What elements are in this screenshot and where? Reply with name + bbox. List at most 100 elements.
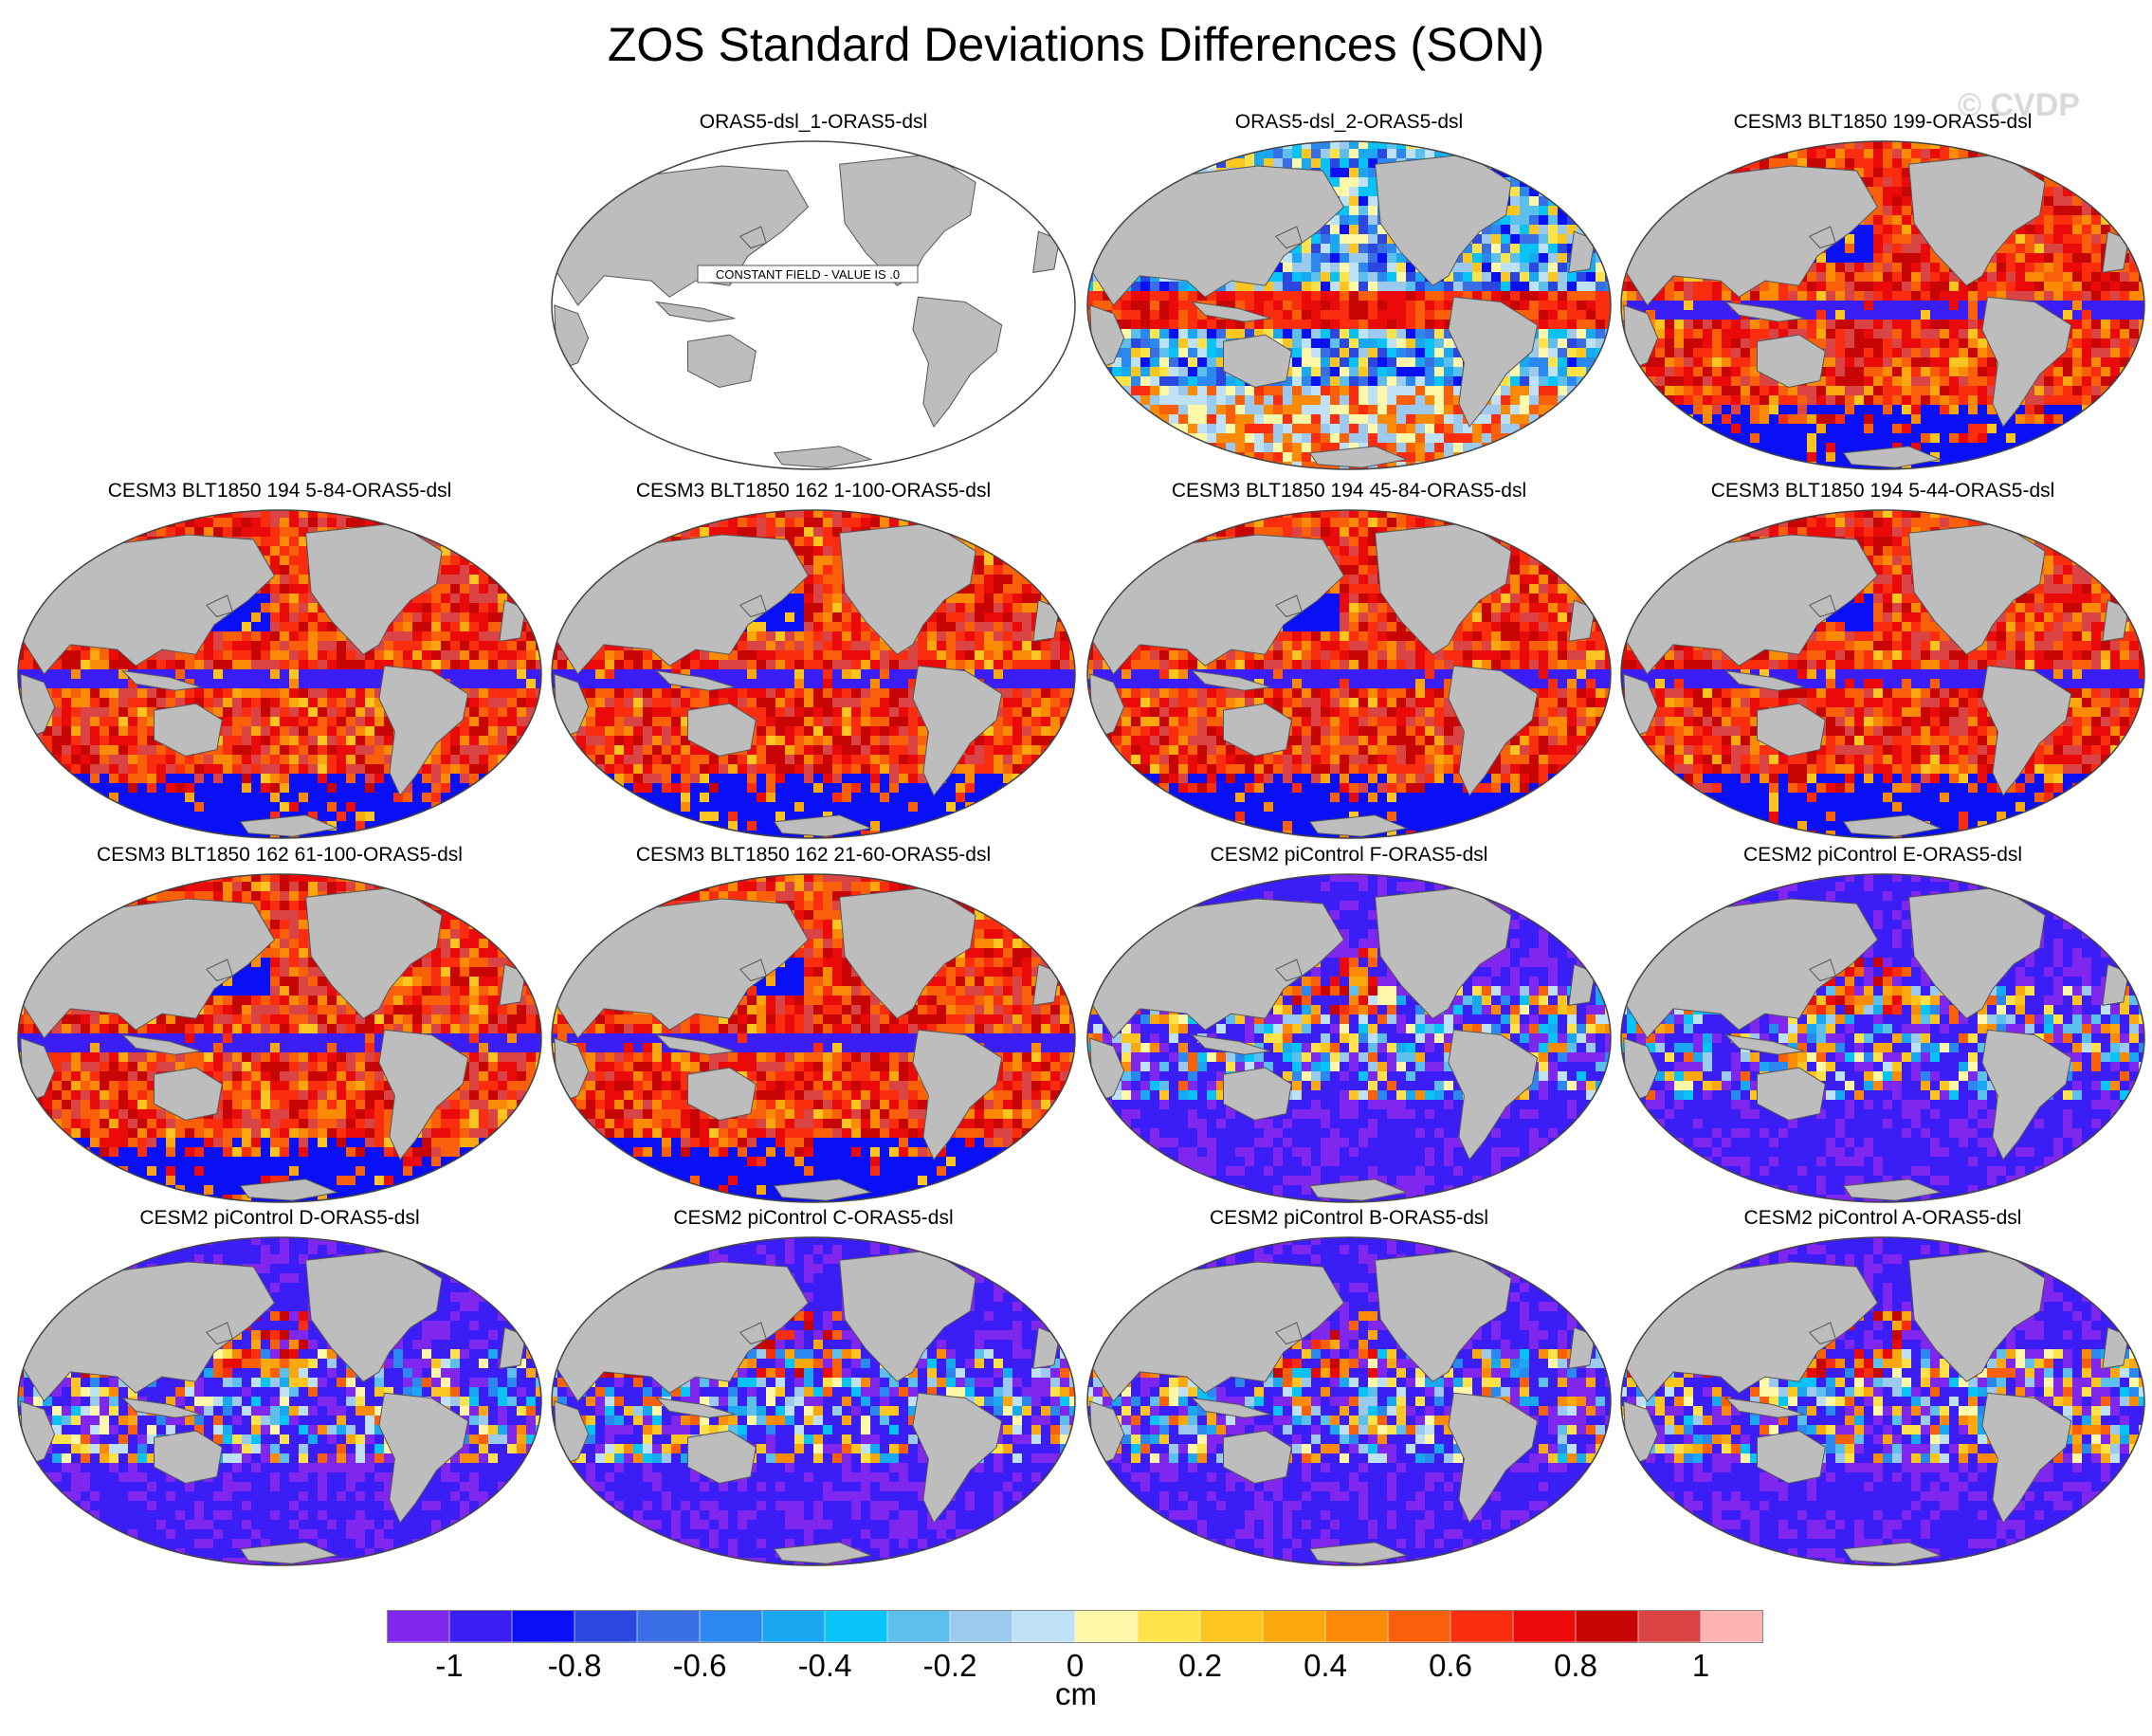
colorbar-tick-label: 0	[1028, 1648, 1122, 1684]
panel-title: ORAS5-dsl_1-ORAS5-dsl	[529, 111, 1098, 134]
south-america-landmass	[1981, 665, 2072, 796]
japan-landmass	[1808, 594, 1836, 618]
panel-title: CESM2 piControl F-ORAS5-dsl	[1065, 844, 1633, 867]
asia-landmass	[1626, 534, 1879, 675]
map-panel: CESM3 BLT1850 194 5-44-ORAS5-dsl	[1617, 480, 2148, 840]
indonesia-landmass	[654, 1397, 736, 1418]
map-projection	[1620, 1236, 2145, 1566]
japan-landmass	[739, 594, 767, 618]
australia-landmass	[1757, 703, 1826, 758]
asia-landmass	[1626, 898, 1879, 1039]
japan-landmass	[1808, 226, 1836, 249]
asia-landmass	[1092, 534, 1345, 675]
north-america-landmass	[1375, 154, 1512, 286]
colorbar-box	[448, 1610, 513, 1643]
colorbar-box	[636, 1610, 701, 1643]
antarctica-landmass	[773, 1179, 873, 1201]
map-projection	[551, 1236, 1076, 1566]
australia-landmass	[1757, 1067, 1826, 1122]
japan-landmass	[1808, 959, 1836, 982]
map-projection	[551, 873, 1076, 1203]
indonesia-landmass	[1723, 1033, 1805, 1055]
colorbar-box	[1012, 1610, 1076, 1643]
map-outline	[1620, 509, 2145, 839]
panel-title: CESM3 BLT1850 162 61-100-ORAS5-dsl	[0, 844, 564, 867]
map-panel: CESM2 piControl F-ORAS5-dsl	[1084, 844, 1614, 1204]
map-projection	[1086, 873, 1612, 1203]
colorbar-tick-label: 0.4	[1278, 1648, 1373, 1684]
north-america-landmass	[1908, 1250, 2046, 1382]
antarctica-landmass	[1842, 814, 1942, 837]
japan-landmass	[1274, 226, 1303, 249]
colorbar-box	[824, 1610, 888, 1643]
antarctica-landmass	[1842, 446, 1942, 468]
asia-landmass	[1092, 898, 1345, 1039]
map-panel: ORAS5-dsl_2-ORAS5-dsl	[1084, 111, 1614, 471]
north-america-landmass	[305, 1250, 443, 1382]
panel-title: CESM2 piControl B-ORAS5-dsl	[1065, 1207, 1633, 1230]
japan-landmass	[205, 959, 233, 982]
colorbar-tick-label: 0.6	[1403, 1648, 1498, 1684]
map-panel: CESM2 piControl D-ORAS5-dsl	[14, 1207, 545, 1567]
asia-landmass	[556, 898, 810, 1039]
indonesia-landmass	[1190, 669, 1271, 691]
antarctica-landmass	[239, 1179, 339, 1201]
south-america-landmass	[1981, 1392, 2072, 1524]
north-america-landmass	[839, 886, 976, 1019]
japan-landmass	[205, 594, 233, 618]
panel-title: ORAS5-dsl_2-ORAS5-dsl	[1065, 111, 1633, 134]
map-panel: CESM3 BLT1850 162 1-100-ORAS5-dsl	[548, 480, 1079, 840]
antarctica-landmass	[1308, 814, 1409, 837]
colorbar-box	[574, 1610, 638, 1643]
asia-landmass	[23, 534, 276, 675]
colorbar-box	[761, 1610, 826, 1643]
map-outline	[1086, 509, 1612, 839]
antarctica-landmass	[1842, 1542, 1942, 1564]
colorbar-tick-label: -0.6	[652, 1648, 747, 1684]
antarctica-landmass	[773, 814, 873, 837]
asia-landmass	[556, 534, 810, 675]
panel-title: CESM2 piControl D-ORAS5-dsl	[0, 1207, 564, 1230]
map-panel: CESM2 piControl B-ORAS5-dsl	[1084, 1207, 1614, 1567]
asia-landmass	[1092, 165, 1345, 306]
colorbar-box	[1575, 1610, 1639, 1643]
colorbar-box	[511, 1610, 575, 1643]
australia-landmass	[1223, 334, 1292, 389]
map-projection	[1620, 873, 2145, 1203]
antarctica-landmass	[1308, 446, 1409, 468]
australia-landmass	[1223, 703, 1292, 758]
north-america-landmass	[839, 154, 976, 286]
indonesia-landmass	[1723, 1397, 1805, 1418]
indonesia-landmass	[1190, 1033, 1271, 1055]
asia-landmass	[23, 1261, 276, 1402]
asia-landmass	[556, 165, 810, 306]
colorbar-tick-label: -0.2	[903, 1648, 997, 1684]
south-america-landmass	[1448, 1392, 1539, 1524]
south-america-landmass	[1981, 296, 2072, 428]
map-projection	[1620, 140, 2145, 470]
australia-landmass	[687, 1067, 757, 1122]
asia-landmass	[556, 1261, 810, 1402]
south-america-landmass	[912, 1029, 1003, 1160]
map-panel: CESM3 BLT1850 194 5-84-ORAS5-dsl	[14, 480, 545, 840]
colorbar	[387, 1610, 1763, 1643]
map-outline	[17, 873, 542, 1203]
map-projection: CONSTANT FIELD - VALUE IS .0	[551, 140, 1076, 470]
antarctica-landmass	[239, 1542, 339, 1564]
map-outline	[551, 873, 1076, 1203]
map-projection	[1086, 140, 1612, 470]
south-america-landmass	[1448, 296, 1539, 428]
panel-title: CESM2 piControl E-ORAS5-dsl	[1598, 844, 2152, 867]
australia-landmass	[154, 1067, 223, 1122]
panel-title: CESM3 BLT1850 194 5-44-ORAS5-dsl	[1598, 480, 2152, 503]
map-projection	[17, 1236, 542, 1566]
map-panel: CESM2 piControl A-ORAS5-dsl	[1617, 1207, 2148, 1567]
south-america-landmass	[1448, 665, 1539, 796]
map-panel: ORAS5-dsl_1-ORAS5-dsl CONSTANT FIELD - VA…	[548, 111, 1079, 471]
map-outline	[1620, 140, 2145, 470]
map-outline	[551, 140, 1076, 470]
map-outline	[17, 1236, 542, 1566]
map-projection	[17, 509, 542, 839]
south-america-landmass	[378, 1029, 469, 1160]
map-outline	[1620, 1236, 2145, 1566]
